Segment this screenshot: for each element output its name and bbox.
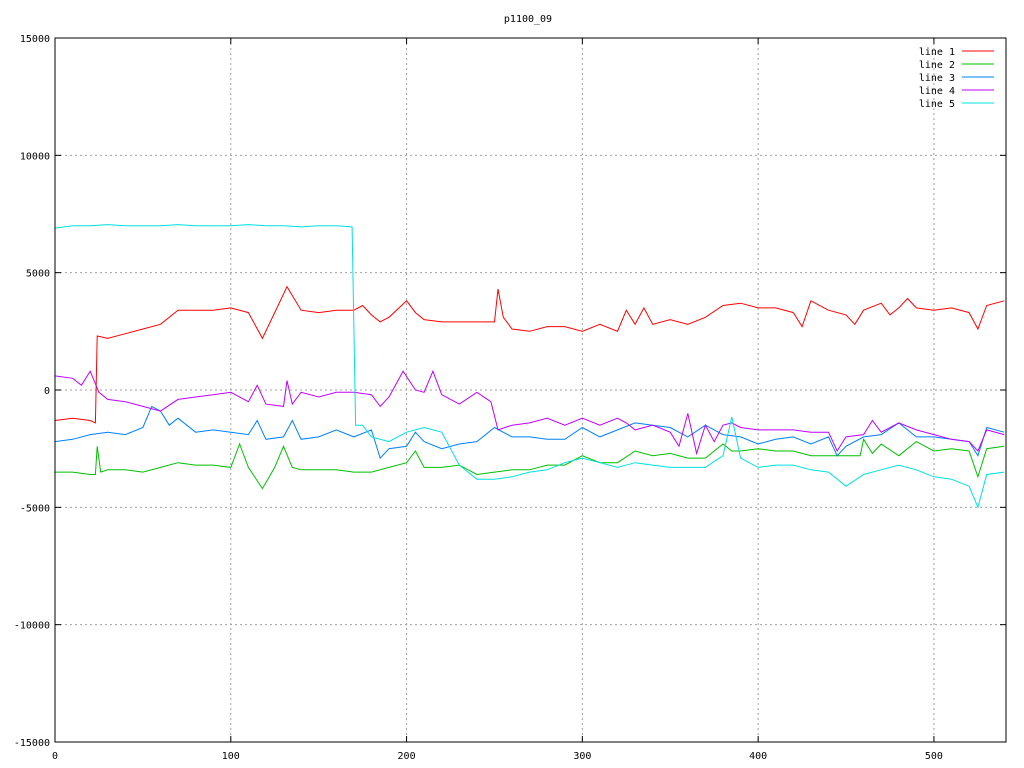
series-line-3 [54,405,1005,460]
grid [55,38,1006,742]
legend-label: line 2 [919,60,955,71]
x-tick-label: 100 [222,751,240,762]
x-tick-label: 300 [573,751,591,762]
y-tick-label: 0 [44,386,50,397]
series-lines [54,224,1005,509]
y-tick-label: 15000 [20,34,50,45]
series-line-4 [54,369,1005,456]
legend-label: line 3 [919,73,955,84]
series-line-1 [54,285,1005,424]
y-tick-label: -10000 [14,621,50,632]
plot-border [54,37,1007,743]
x-tick-label: 400 [749,751,767,762]
legend-label: line 1 [919,47,955,58]
series-line-5 [54,224,1005,509]
x-tick-label: 0 [52,751,58,762]
x-tick-label: 500 [925,751,943,762]
y-tick-label: 10000 [20,151,50,162]
x-tick-label: 200 [398,751,416,762]
chart-title: p1100_09 [504,14,552,25]
y-tick-label: -5000 [20,503,50,514]
y-tick-label: -15000 [14,738,50,749]
legend-label: line 5 [919,99,955,110]
legend: line 1 line 2 line 3 line 4 line 5 [919,47,994,110]
y-tick-label: 5000 [26,269,50,280]
series-line-2 [55,437,1005,490]
axis-ticks: -15000 -10000 -5000 0 5000 10000 15000 0 100 200 3… [14,34,1006,762]
legend-label: line 4 [919,86,955,97]
